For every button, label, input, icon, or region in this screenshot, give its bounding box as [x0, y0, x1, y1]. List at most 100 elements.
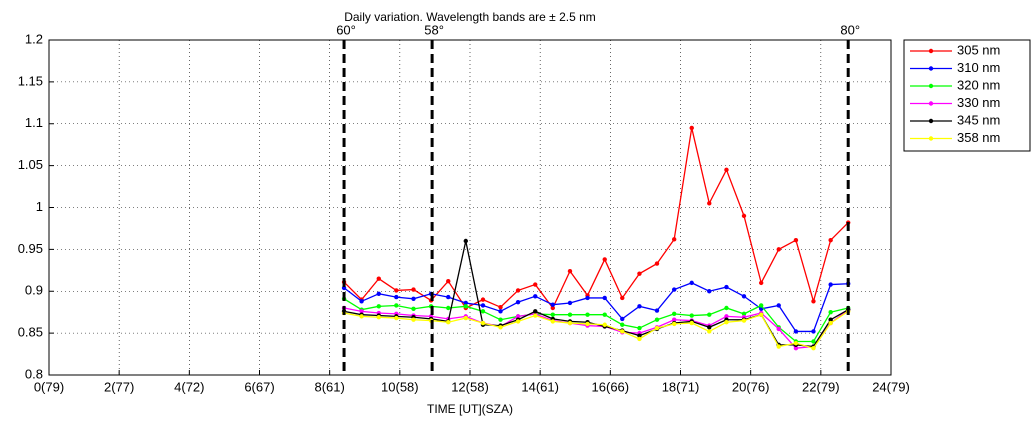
data-point: [533, 313, 538, 318]
data-point: [498, 317, 503, 322]
data-point: [724, 305, 729, 311]
data-point: [446, 294, 451, 300]
data-point: [724, 314, 729, 319]
data-point: [793, 237, 799, 243]
data-point: [793, 346, 799, 351]
data-point: [828, 317, 833, 322]
x-tick-label: 18(71): [662, 379, 700, 394]
data-point: [602, 322, 607, 327]
data-point: [585, 321, 590, 327]
data-point: [741, 294, 747, 299]
data-point: [480, 309, 486, 314]
data-point: [515, 288, 521, 293]
legend-label: 305 nm: [957, 42, 1000, 57]
y-tick-label: 0.9: [25, 283, 43, 298]
series-line: [343, 298, 849, 343]
y-tick-label: 1.05: [18, 157, 43, 172]
data-point: [480, 320, 486, 326]
data-point: [758, 303, 764, 308]
legend-label: 330 nm: [957, 95, 1000, 110]
data-point: [463, 304, 468, 309]
data-point: [758, 312, 764, 317]
data-point: [758, 280, 764, 286]
x-tick-label: 0(79): [34, 379, 64, 394]
data-point: [654, 317, 660, 322]
data-point: [446, 279, 451, 284]
data-point: [394, 303, 399, 308]
data-point: [394, 315, 399, 321]
data-point: [567, 268, 573, 274]
data-point: [463, 300, 468, 306]
legend-label: 345 nm: [957, 112, 1000, 127]
data-point: [602, 257, 607, 262]
data-point: [828, 282, 833, 287]
y-tick-label: 1: [36, 199, 43, 214]
data-point: [376, 291, 381, 296]
data-point: [515, 299, 521, 305]
data-point: [620, 329, 625, 334]
data-point: [637, 271, 642, 276]
reference-label: 80°: [840, 22, 860, 37]
data-point: [498, 304, 503, 310]
data-point: [550, 319, 555, 324]
y-tick-label: 0.8: [25, 366, 43, 381]
data-point: [724, 167, 729, 173]
data-point: [411, 287, 416, 292]
data-point: [550, 305, 555, 311]
data-point: [376, 304, 381, 309]
data-point: [811, 329, 816, 334]
data-point: [793, 329, 799, 334]
data-point: [724, 320, 729, 325]
data-point: [811, 346, 816, 351]
x-axis-label: TIME [UT](SZA): [427, 402, 513, 416]
data-point: [707, 329, 712, 334]
y-tick-label: 1.2: [25, 31, 43, 46]
y-tick-label: 0.85: [18, 325, 43, 340]
legend-marker: [928, 101, 934, 106]
data-point: [359, 314, 364, 319]
x-tick-label: 12(58): [451, 379, 489, 394]
data-point: [359, 309, 364, 314]
data-point: [637, 336, 642, 342]
data-point: [828, 237, 833, 243]
data-point: [550, 302, 555, 307]
data-point: [671, 317, 677, 322]
data-point: [776, 326, 781, 332]
data-point: [741, 213, 747, 219]
data-point: [689, 280, 694, 286]
legend-marker: [928, 83, 934, 89]
data-point: [654, 325, 660, 331]
data-point: [411, 317, 416, 322]
data-point: [671, 321, 677, 327]
legend-marker: [928, 66, 934, 71]
legend-label: 358 nm: [957, 130, 1000, 145]
data-point: [446, 320, 451, 325]
data-point: [707, 312, 712, 317]
x-tick-label: 2(77): [104, 379, 134, 394]
data-point: [585, 312, 590, 317]
x-tick-label: 8(61): [314, 379, 344, 394]
data-point: [376, 315, 381, 320]
data-point: [480, 303, 486, 308]
data-point: [671, 311, 677, 317]
plot-frame: [48, 39, 892, 376]
data-point: [515, 319, 521, 324]
data-point: [637, 304, 642, 309]
series-line: [343, 127, 849, 310]
data-point: [620, 295, 625, 301]
legend-marker: [928, 48, 934, 54]
legend-label: 310 nm: [957, 60, 1000, 75]
data-point: [707, 325, 712, 330]
data-point: [776, 247, 781, 252]
data-point: [654, 261, 660, 266]
data-point: [811, 299, 816, 304]
data-point: [689, 320, 694, 326]
data-point: [654, 308, 660, 313]
data-point: [567, 320, 573, 326]
data-point: [689, 125, 694, 131]
x-tick-label: 24(79): [872, 379, 910, 394]
series-line: [343, 310, 849, 349]
data-point: [689, 313, 694, 318]
reference-label: 60°: [336, 22, 356, 37]
data-point: [411, 306, 416, 312]
